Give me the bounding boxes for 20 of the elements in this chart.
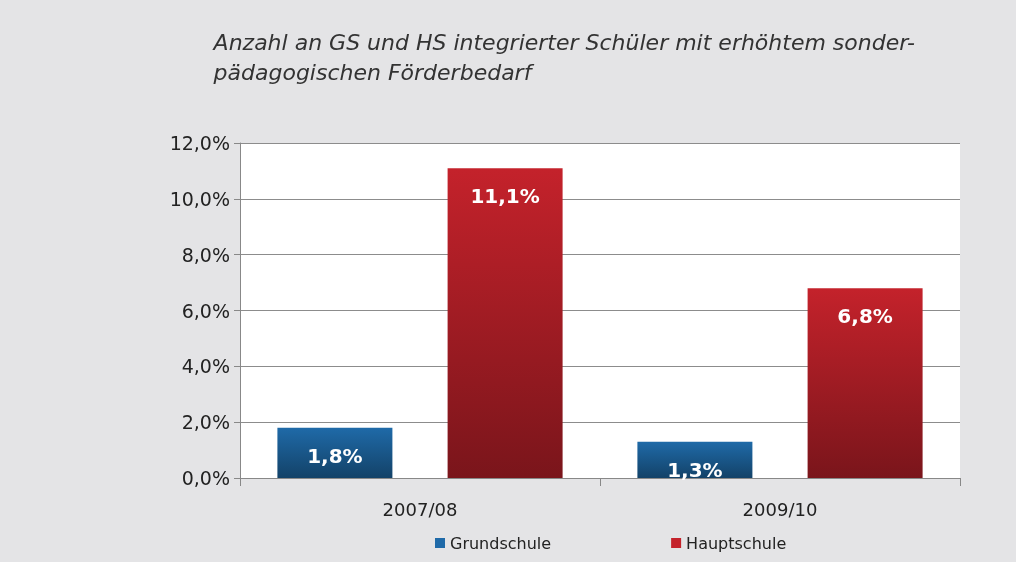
bar <box>807 288 923 478</box>
data-label: 1,3% <box>667 457 723 482</box>
y-tick-label: 2,0% <box>181 411 230 434</box>
y-tick-label: 10,0% <box>169 187 230 210</box>
y-tick-label: 4,0% <box>181 355 230 378</box>
bar <box>447 168 563 478</box>
data-label: 6,8% <box>837 304 893 329</box>
legend-label: Grundschule <box>450 533 552 553</box>
legend-label: Hauptschule <box>686 533 787 553</box>
bar <box>277 427 393 478</box>
chart-title: Anzahl an GS und HS integrierter Schüler mit erhöhtem sonder- pädagogischen Förderbedarf <box>211 29 916 85</box>
x-tick-label: 2009/10 <box>742 498 818 520</box>
x-tick-label: 2007/08 <box>382 498 458 520</box>
y-tick-label: 0,0% <box>181 467 230 489</box>
y-tick-label: 12,0% <box>169 132 230 154</box>
data-label: 1,8% <box>307 443 363 468</box>
y-tick-label: 8,0% <box>181 243 230 266</box>
data-label: 11,1% <box>470 184 540 209</box>
y-tick-label: 6,0% <box>181 299 230 322</box>
bar <box>637 441 753 478</box>
